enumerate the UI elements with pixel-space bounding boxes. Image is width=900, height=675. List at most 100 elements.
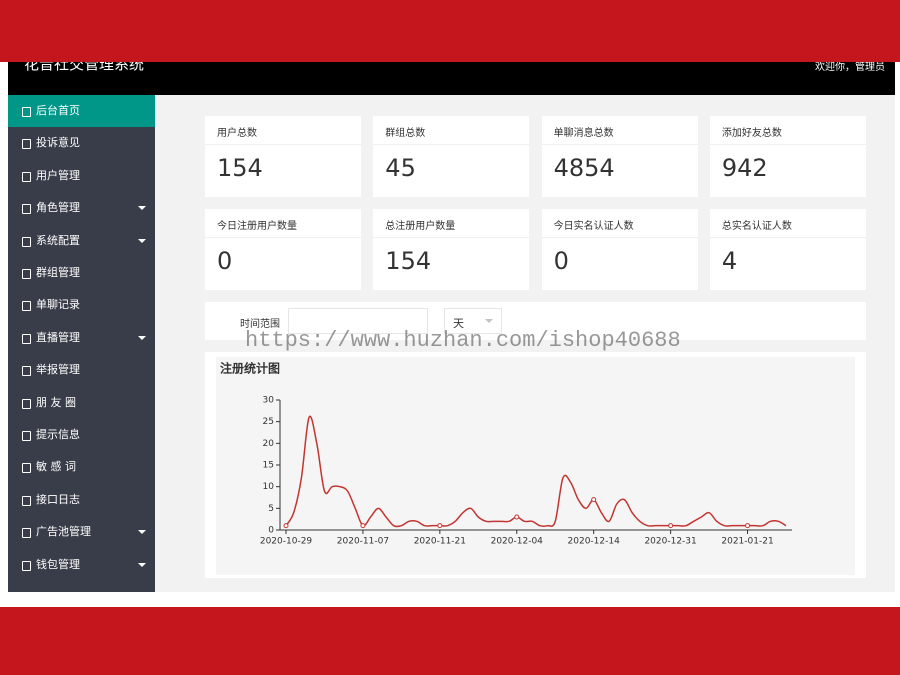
- sidebar-icon: [22, 139, 31, 150]
- submenu-arrow: [138, 335, 146, 344]
- select-arrow: [485, 319, 493, 327]
- stat-value: 45: [385, 154, 416, 182]
- stat-value: 0: [553, 247, 569, 275]
- sidebar-item[interactable]: 直播管理: [8, 322, 155, 354]
- stat-card: 用户总数 154: [205, 116, 361, 197]
- point: [283, 523, 289, 529]
- stat-card: 群组总数 45: [373, 116, 530, 197]
- point: [745, 523, 751, 529]
- sidebar-label: 群组管理: [36, 266, 80, 279]
- sidebar-item[interactable]: 后台首页: [8, 95, 155, 127]
- card-divider: [205, 237, 361, 238]
- stat-label: 群组总数: [385, 128, 426, 139]
- stat-label: 用户总数: [217, 128, 257, 139]
- sidebar-item[interactable]: 单聊记录: [8, 289, 155, 321]
- sidebar-item[interactable]: 接口日志: [8, 484, 155, 516]
- sidebar-icon: [22, 301, 31, 312]
- sidebar-icon: [22, 398, 31, 409]
- y-tick-label: 15: [263, 461, 274, 471]
- sidebar-icon: [22, 366, 31, 377]
- sidebar-item[interactable]: 钱包管理: [8, 549, 155, 581]
- sidebar-item[interactable]: 广告池管理: [8, 516, 155, 548]
- sidebar: 后台首页投诉意见用户管理角色管理系统配置群组管理单聊记录直播管理举报管理朋 友 …: [8, 95, 155, 592]
- sidebar-label: 后台首页: [36, 104, 80, 117]
- sidebar-item[interactable]: 群组管理: [8, 257, 155, 289]
- card-divider: [541, 237, 698, 238]
- sidebar-icon: [22, 171, 31, 182]
- x-tick-label: 2020-11-07: [337, 537, 389, 547]
- sidebar-icon: [22, 431, 31, 441]
- date-input[interactable]: [288, 308, 428, 334]
- sidebar-item[interactable]: 投诉意见: [8, 127, 155, 159]
- stat-label: 单聊消息总数: [553, 128, 614, 139]
- point: [360, 523, 366, 529]
- sidebar-item[interactable]: 朋 友 圈: [8, 387, 155, 419]
- stat-value: 4: [721, 247, 738, 275]
- sidebar-item[interactable]: 系统配置: [8, 225, 155, 257]
- x-tick-label: 2020-12-14: [568, 537, 621, 547]
- sidebar-icon: [22, 269, 31, 279]
- filter-bar: 时间范围 天: [205, 302, 866, 340]
- sidebar-item[interactable]: 敏 感 词: [8, 451, 155, 483]
- stat-value: 154: [385, 247, 432, 275]
- sidebar-icon: [22, 528, 31, 539]
- sidebar-item[interactable]: 提示信息: [8, 419, 155, 451]
- unit-value: 天: [453, 317, 464, 330]
- y-tick-label: 0: [268, 526, 274, 536]
- sidebar-icon: [22, 560, 31, 571]
- y-tick-label: 10: [263, 482, 275, 492]
- stat-card: 总实名认证人数 4: [709, 209, 866, 290]
- watermark: https://www.huzhan.com/ishop40688: [245, 328, 681, 353]
- stat-value: 154: [217, 154, 263, 182]
- sidebar-icon: [22, 204, 31, 215]
- stat-label: 总注册用户数量: [385, 221, 456, 232]
- y-tick-label: 30: [263, 396, 275, 406]
- stat-value: 0: [217, 247, 233, 275]
- y-tick-label: 20: [263, 439, 275, 449]
- sidebar-label: 角色管理: [36, 201, 80, 215]
- sidebar-icon: [22, 107, 31, 117]
- stat-card: 今日实名认证人数 0: [541, 209, 698, 290]
- sidebar-label: 广告池管理: [36, 525, 91, 539]
- stat-label: 今日注册用户数量: [217, 221, 297, 232]
- stat-label: 添加好友总数: [721, 128, 782, 139]
- chart-title: 注册统计图: [220, 361, 280, 376]
- submenu-arrow: [138, 206, 146, 214]
- header-title: 花音社交管理系统: [24, 62, 145, 73]
- stat-value: 4854: [553, 154, 615, 182]
- x-tick-label: 2021-01-21: [721, 537, 773, 547]
- stat-value: 942: [721, 154, 768, 182]
- sidebar-icon: [22, 495, 31, 506]
- card-divider: [709, 144, 866, 145]
- sidebar-icon: [22, 236, 31, 247]
- x-tick-label: 2020-10-29: [260, 537, 313, 547]
- point: [668, 523, 674, 529]
- card-divider: [541, 144, 698, 145]
- sidebar-item[interactable]: 用户管理: [8, 160, 155, 192]
- unit-select[interactable]: 天: [444, 308, 502, 334]
- sidebar-label: 敏 感 词: [36, 460, 76, 474]
- sidebar-label: 用户管理: [36, 168, 80, 182]
- chart-bg: [216, 357, 855, 575]
- stat-card: 单聊消息总数 4854: [541, 116, 698, 197]
- header-user[interactable]: 欢迎你，管理员: [815, 62, 885, 73]
- sidebar-label: 举报管理: [36, 363, 80, 377]
- x-tick-label: 2020-12-04: [491, 537, 544, 547]
- card-divider: [205, 144, 361, 145]
- stat-card: 添加好友总数 942: [709, 116, 866, 197]
- sidebar-item[interactable]: 举报管理: [8, 354, 155, 386]
- card-divider: [709, 237, 866, 238]
- submenu-arrow: [138, 530, 146, 538]
- sidebar-label: 提示信息: [36, 428, 80, 441]
- submenu-arrow: [138, 238, 146, 247]
- line-series: [285, 415, 787, 528]
- x-tick-label: 2020-11-21: [414, 537, 466, 547]
- sidebar-label: 单聊记录: [36, 298, 80, 312]
- sidebar-item[interactable]: 角色管理: [8, 192, 155, 224]
- sidebar-icon: [22, 333, 31, 344]
- stat-label: 总实名认证人数: [721, 221, 792, 232]
- stat-label: 今日实名认证人数: [553, 221, 634, 232]
- sidebar-label: 接口日志: [36, 492, 80, 506]
- filter-label: 时间范围: [240, 319, 280, 330]
